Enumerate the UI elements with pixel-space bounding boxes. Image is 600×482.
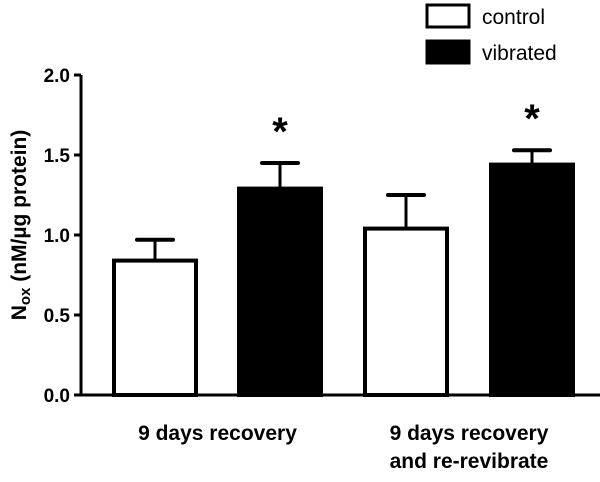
significance-marker: * <box>524 97 540 141</box>
legend-label-control: control <box>482 6 545 29</box>
y-tick-label: 0.0 <box>44 386 70 407</box>
bar-control-0 <box>112 258 198 397</box>
y-label-unit: (nM/µg protein) <box>8 130 31 288</box>
legend-label-vibrated: vibrated <box>482 42 557 65</box>
y-tick-label: 1.0 <box>44 226 70 247</box>
category-label: 9 days recovery <box>138 422 297 445</box>
category-label: 9 days recovery <box>390 422 549 445</box>
y-axis-label: Nox (nM/µg protein) <box>8 130 34 321</box>
bar-vibrated-0 <box>237 186 323 397</box>
bar-control-1 <box>363 226 449 397</box>
y-tick-label: 1.5 <box>44 146 71 167</box>
y-label-sub: ox <box>17 287 34 305</box>
y-label-main: N <box>8 305 31 320</box>
y-tick-label: 2.0 <box>44 66 70 87</box>
significance-marker: * <box>272 110 288 154</box>
legend-swatch-control <box>425 3 471 29</box>
category-label: and re-revibrate <box>390 450 549 473</box>
y-tick-label: 0.5 <box>44 306 71 327</box>
legend-swatch-vibrated <box>425 39 471 65</box>
bar-vibrated-1 <box>489 162 575 397</box>
